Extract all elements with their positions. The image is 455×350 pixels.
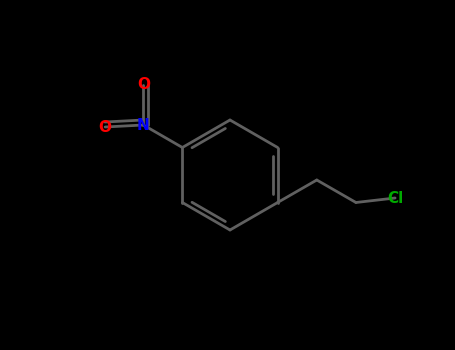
Text: O: O [99,119,111,134]
Text: O: O [137,77,150,92]
Text: Cl: Cl [387,190,403,205]
Text: N: N [137,118,150,133]
